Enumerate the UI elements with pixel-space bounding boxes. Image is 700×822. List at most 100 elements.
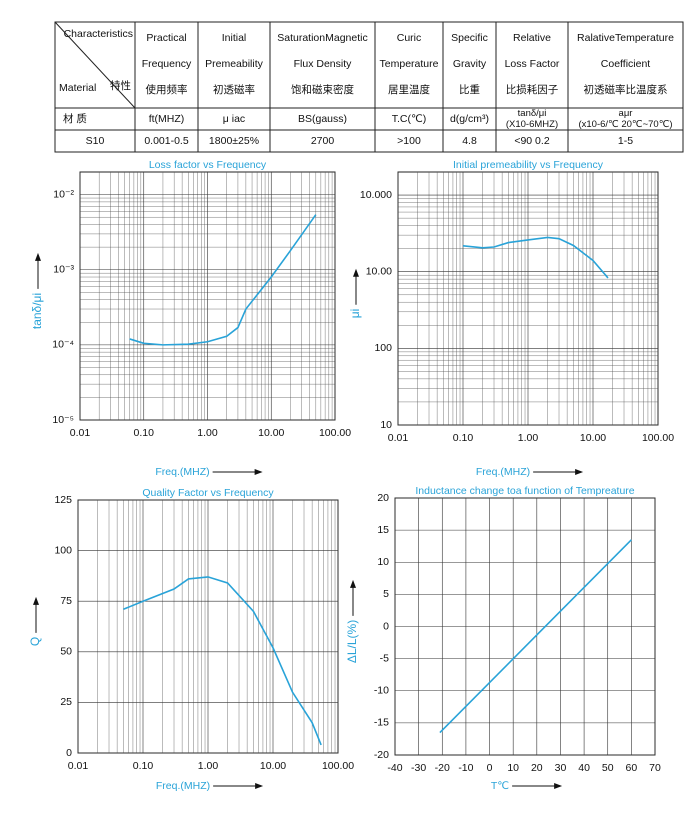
x-tick-label: 0.01 [68,760,89,772]
y-tick-label: 0 [383,620,389,632]
y-tick-label: 125 [54,494,72,506]
x-tick-label: 1.00 [198,760,219,772]
y-tick-label: 10⁻⁵ [52,414,74,426]
x-tick-label: 0.10 [133,760,154,772]
x-tick-label: 50 [602,762,614,774]
column-header: 使用频率 [146,83,188,96]
x-tick-label: 70 [649,762,661,774]
y-tick-label: 15 [377,524,389,536]
x-tick-label: -40 [387,762,402,774]
x-tick-label: 100.00 [642,432,674,444]
x-tick-label: 0.01 [70,427,91,439]
curve [129,214,317,346]
column-header: Curic [397,32,422,44]
y-tick-label: 5 [383,588,389,600]
corner-right: 特性 [110,79,131,92]
table-diagonal [54,21,136,109]
y-tick-label: -10 [374,685,389,697]
column-unit: (x10-6/℃ 20℃~70℃) [578,119,672,130]
x-tick-label: 100.00 [322,760,354,772]
x-axis-arrowhead [554,783,563,789]
corner-top: Characteristics [64,28,133,40]
column-unit: d(g/cm³) [450,113,489,125]
column-header: RalativeTemperature [577,32,674,44]
y-tick-label: 20 [377,492,389,504]
x-tick-label: 100.00 [319,427,351,439]
x-axis-arrowhead [254,469,263,475]
corner-bottom: 材 质 [63,112,87,125]
y-axis-label: ΔL/L(%) [345,620,359,663]
column-unit: BS(gauss) [298,113,347,125]
y-axis-label-group: ΔL/L(%) [345,579,359,663]
y-tick-label: 10⁻⁴ [52,339,74,351]
column-unit: μ iac [223,113,245,125]
row-label: S10 [86,135,105,147]
column-header: Gravity [453,58,487,70]
y-tick-label: -15 [374,717,389,729]
curve [462,236,609,279]
x-tick-label: -30 [411,762,426,774]
corner-left: Material [59,82,96,94]
y-axis-arrowhead [353,268,359,277]
x-axis-arrowhead [575,469,584,475]
y-axis-label: tanδ/μi [30,293,44,329]
x-tick-label: 0.01 [388,432,409,444]
y-axis-arrowhead [35,252,41,261]
column-header: Premeability [205,58,264,70]
column-unit: tanδ/μi [518,108,547,119]
x-axis-label: Freq.(MHZ) [155,466,209,478]
y-tick-label: 0 [66,747,72,759]
x-tick-label: 10.00 [260,760,286,772]
column-header: 饱和磁束密度 [291,83,354,96]
column-header: Relative [513,32,551,44]
column-header: 比损耗因子 [506,83,559,96]
y-tick-label: 10 [377,556,389,568]
y-axis-label: μi [348,309,362,319]
y-tick-label: -20 [374,749,389,761]
y-axis-arrowhead [350,579,356,588]
x-tick-label: 20 [531,762,543,774]
chart-title: Initial premeability vs Frequency [453,159,604,171]
column-value: 0.001-0.5 [144,135,189,147]
column-unit: T.C(℃) [392,113,427,125]
y-tick-label: 75 [60,595,72,607]
x-tick-label: 0.10 [453,432,474,444]
x-axis-label: T℃ [491,780,509,792]
chart-title: Inductance change toa function of Tempre… [415,485,634,497]
y-axis-label-group: tanδ/μi [30,252,44,329]
column-unit: ft(MHZ) [149,113,185,125]
y-tick-label: 10.000 [360,189,392,201]
x-tick-label: 0 [487,762,493,774]
x-tick-label: 60 [626,762,638,774]
x-axis-label: Freq.(MHZ) [156,780,210,792]
column-header: Temperature [380,58,439,70]
y-tick-label: 50 [60,646,72,658]
column-header: Practical [146,32,186,44]
x-tick-label: 10.00 [258,427,284,439]
column-header: Coefficient [601,58,651,70]
y-tick-label: 100 [54,544,72,556]
column-header: Frequency [142,58,192,70]
column-header: SaturationMagnetic [277,32,367,44]
x-tick-label: 1.00 [518,432,539,444]
column-value: 2700 [311,135,335,147]
curve [439,539,632,734]
column-header: Specific [451,32,488,44]
x-tick-label: -10 [458,762,473,774]
column-header: 初透磁率 [213,83,255,96]
x-tick-label: -20 [435,762,450,774]
y-tick-label: -5 [380,652,389,664]
x-axis-label: Freq.(MHZ) [476,466,530,478]
y-axis-label: Q [28,637,42,646]
column-header: Initial [222,32,247,44]
x-tick-label: 30 [555,762,567,774]
column-value: >100 [397,135,421,147]
column-header: Loss Factor [505,58,560,70]
column-header: Flux Density [294,58,353,70]
x-tick-label: 40 [578,762,590,774]
column-header: 居里温度 [388,83,430,96]
chart-title: Loss factor vs Frequency [149,159,267,171]
y-tick-label: 10⁻³ [53,264,74,276]
y-axis-label-group: μi [348,268,362,319]
